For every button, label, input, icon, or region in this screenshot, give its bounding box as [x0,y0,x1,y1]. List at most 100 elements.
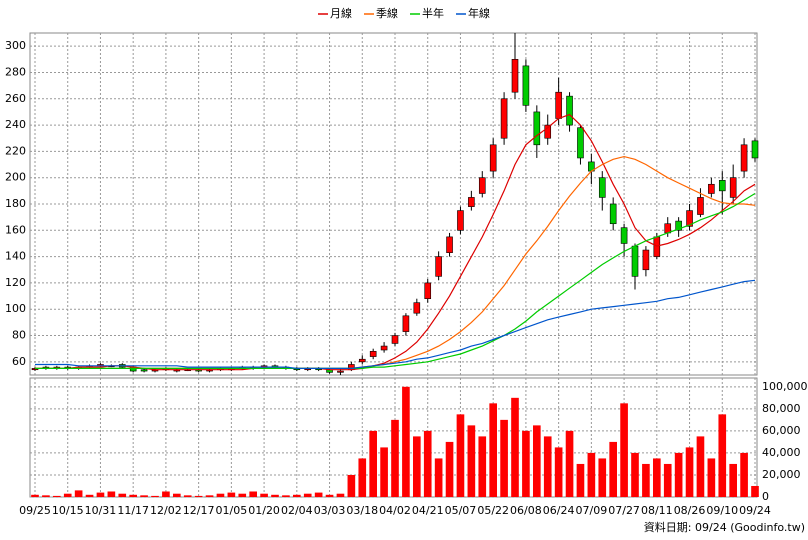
candle-body [478,177,486,194]
volume-bar [63,493,72,497]
volume-bar [140,495,148,497]
volume-bar [554,447,563,497]
volume-bar [85,494,94,497]
x-tick-label: 09/10 [706,504,738,517]
candle-body [697,197,704,215]
y-tick-label: 140 [5,250,26,263]
candle-body [751,140,759,159]
volume-bar [587,452,596,497]
volume-bar [205,495,214,497]
volume-bar [434,458,443,497]
y-tick-label: 200 [5,171,26,184]
candle-body [631,245,639,277]
x-tick-label: 07/09 [576,504,608,517]
volume-bar [598,458,607,497]
x-tick-label: 12/02 [150,504,182,517]
volume-bar [543,436,552,497]
candle-body [729,177,737,198]
volume-bar [227,492,236,497]
candle-body [380,345,388,351]
volume-bar [653,458,661,497]
volume-bar [162,491,170,497]
y-tick-label: 100 [5,302,26,315]
legend-label: 季線 [376,6,398,20]
candle-body [533,111,541,146]
volume-bar [183,495,192,497]
y-tick-label: 120 [5,276,26,289]
legend-label: 年線 [468,6,490,20]
y-tick-label: 160 [5,223,26,236]
x-tick-label: 04/02 [379,504,411,517]
volume-bar [423,430,432,497]
volume-bar [31,494,39,497]
candle-body [620,227,628,244]
volume-bar [489,403,497,497]
candle-body [544,124,552,139]
x-tick-label: 10/15 [52,504,84,517]
volume-bar [53,495,61,497]
x-tick-label: 04/21 [412,504,444,517]
y-tick-label: 300 [5,39,26,52]
candle-body [708,183,715,194]
volume-bar [511,397,519,497]
volume-bar [456,414,465,497]
x-tick-label: 11/17 [117,504,149,517]
x-tick-label: 10/31 [85,504,117,517]
y-tick-label: 180 [5,197,26,210]
candle-body [609,203,617,225]
source: 資料日期: 09/24 (Goodinfo.tw) [644,520,805,534]
candle-body [577,127,584,159]
x-tick-label: 05/07 [445,504,477,517]
volume-bar [685,447,694,497]
x-tick-label: 06/08 [510,504,542,517]
x-tick-label: 07/27 [608,504,640,517]
volume-bar [282,495,290,497]
volume-bar [194,495,203,497]
volume-tick-label: 0 [762,490,769,503]
candle-body [369,351,377,357]
volume-bar [631,452,639,497]
legend-label: 月線 [330,6,352,20]
candle-body [686,210,693,227]
candle-body [358,358,366,363]
x-tick-label: 06/24 [543,504,575,517]
candle-body [391,335,399,344]
volume-bar [96,492,105,497]
candle-body [457,210,464,231]
y-tick-label: 80 [12,329,26,342]
volume-bar [314,492,323,497]
ma-line [35,113,756,371]
x-tick-label: 03/18 [346,504,378,517]
candle-body [446,236,453,253]
volume-tick-label: 20,000 [762,468,801,481]
candle-body [511,59,519,93]
x-tick-label: 05/22 [477,504,509,517]
volume-bar [413,436,421,497]
y-tick-label: 220 [5,144,26,157]
volume-bar [674,452,683,497]
volume-bar [391,419,399,497]
volume-bar [500,419,508,497]
x-tick-label: 01/20 [248,504,280,517]
volume-bar [696,436,705,497]
ma-line [35,279,756,369]
candle-body [413,302,421,314]
volume-bar [42,495,50,497]
volume-bar [620,403,628,497]
x-tick-label: 09/25 [19,504,51,517]
x-tick-label: 01/05 [216,504,248,517]
y-tick-label: 60 [12,355,26,368]
candle-body [642,249,650,271]
x-tick-label: 02/04 [281,504,313,517]
candle-body [675,220,682,231]
y-tick-label: 260 [5,92,26,105]
candle-body [566,95,573,126]
candle-body [555,91,562,119]
candle-body [337,370,344,373]
volume-bar [74,490,83,497]
volume-bar [642,463,650,497]
volume-bar [347,474,356,497]
ma-line [35,192,756,369]
y-tick-label: 240 [5,118,26,131]
volume-bar [402,386,410,497]
